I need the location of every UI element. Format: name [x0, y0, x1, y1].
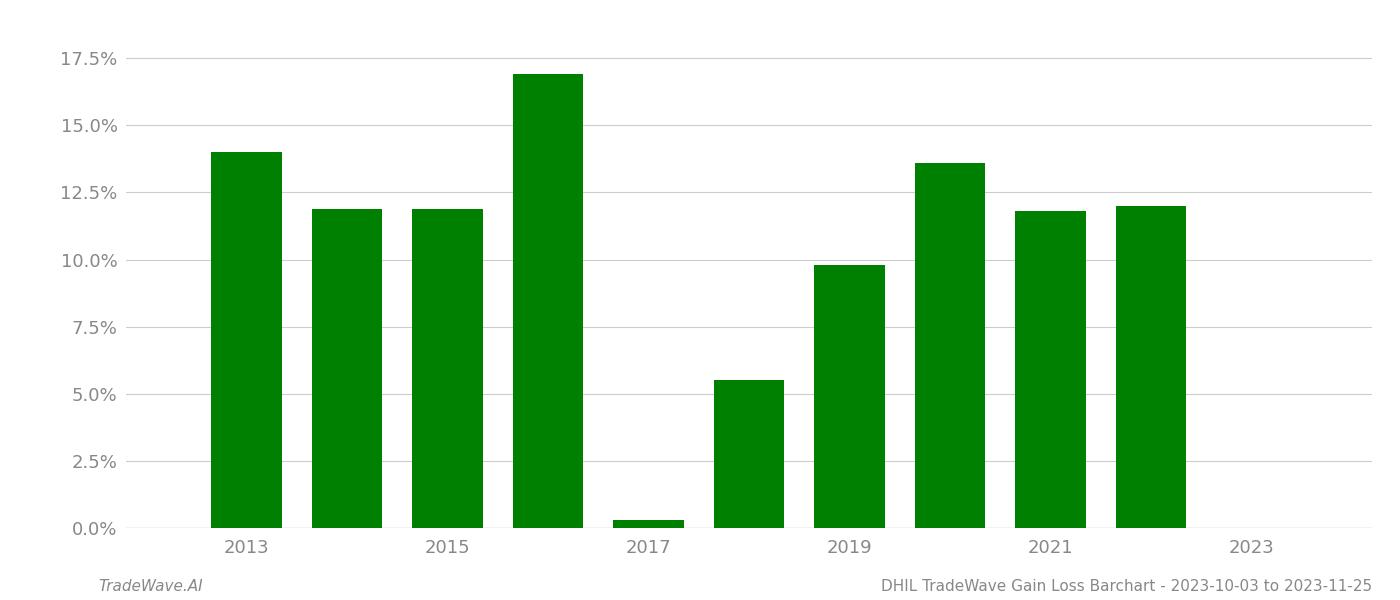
Bar [211, 152, 281, 528]
Bar [914, 163, 986, 528]
Bar [512, 74, 584, 528]
Text: TradeWave.AI: TradeWave.AI [98, 579, 203, 594]
Bar [815, 265, 885, 528]
Text: DHIL TradeWave Gain Loss Barchart - 2023-10-03 to 2023-11-25: DHIL TradeWave Gain Loss Barchart - 2023… [881, 579, 1372, 594]
Bar [413, 209, 483, 528]
Bar [312, 209, 382, 528]
Bar [613, 520, 683, 528]
Bar [714, 380, 784, 528]
Bar [1015, 211, 1085, 528]
Bar [1116, 206, 1186, 528]
